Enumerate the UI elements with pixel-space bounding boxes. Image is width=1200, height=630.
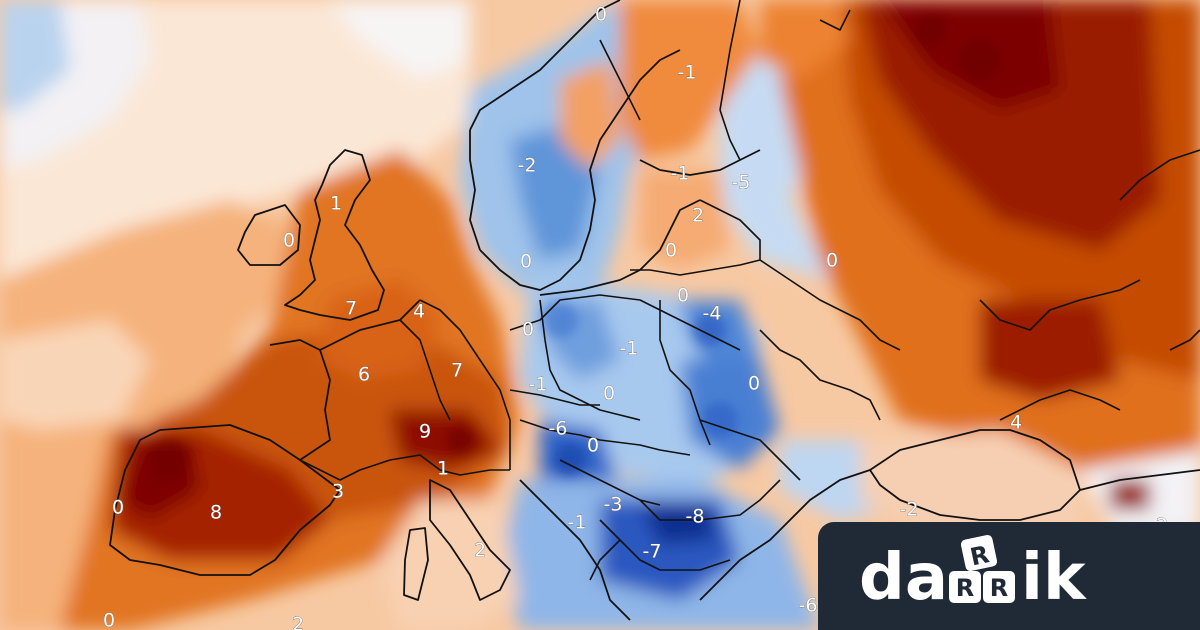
anomaly-label: 1 [437,458,449,480]
anomaly-label: 0 [112,497,124,519]
anomaly-label: 0 [283,230,295,252]
anomaly-label: 0 [520,251,532,273]
anomaly-label: 1 [330,193,342,215]
svg-text:R: R [990,574,1008,602]
anomaly-label: 0 [595,4,607,26]
anomaly-label: 0 [103,610,115,630]
anomaly-label: 0 [677,285,689,307]
svg-text:R: R [968,540,992,571]
anomaly-label: 0 [587,435,599,457]
anomaly-label: -8 [686,506,705,528]
anomaly-label: -1 [529,374,548,396]
anomaly-label: 7 [451,360,463,382]
anomaly-label: 0 [748,373,760,395]
anomaly-label: 7 [345,298,357,320]
svg-text:R: R [956,574,974,602]
anomaly-label: -2 [518,155,537,177]
anomaly-label: -7 [643,541,662,563]
anomaly-label: 2 [692,205,704,227]
anomaly-label: 9 [419,421,431,443]
anomaly-label: 0 [665,240,677,262]
anomaly-label: -4 [703,303,722,325]
anomaly-label: 6 [358,364,370,386]
anomaly-label: 2 [474,540,486,562]
anomaly-label: -6 [549,418,568,440]
anomaly-label: 4 [413,301,425,323]
anomaly-label: 2 [292,614,304,630]
logo-text-part: da [859,541,948,615]
anomaly-label: 8 [210,502,222,524]
anomaly-label: -1 [678,62,697,84]
anomaly-label: 0 [603,383,615,405]
anomaly-label: -2 [900,499,919,521]
anomaly-label: -6 [799,595,818,617]
anomaly-label: 3 [332,481,344,503]
logo-text-part: ik [1021,541,1087,615]
anomaly-label: 0 [522,319,534,341]
anomaly-label: -3 [604,494,623,516]
anomaly-label: -1 [568,512,587,534]
coastlines [109,0,1200,621]
country-borders [299,0,1200,581]
logo-badge: da R R R ik [818,522,1200,630]
anomaly-labels: 0 -1 -2 1 0 -1 -5 2 0 0 0 0 7 4 -4 0 -1 … [103,3,1169,630]
darrik-logo: da R R R ik [859,534,1087,615]
anomaly-label: 0 [826,250,838,272]
dice-icon: R R R [949,534,1015,603]
anomaly-label: -5 [732,172,751,194]
anomaly-label: 4 [1010,412,1022,434]
anomaly-label: -1 [671,163,690,185]
anomaly-label: -1 [620,338,639,360]
